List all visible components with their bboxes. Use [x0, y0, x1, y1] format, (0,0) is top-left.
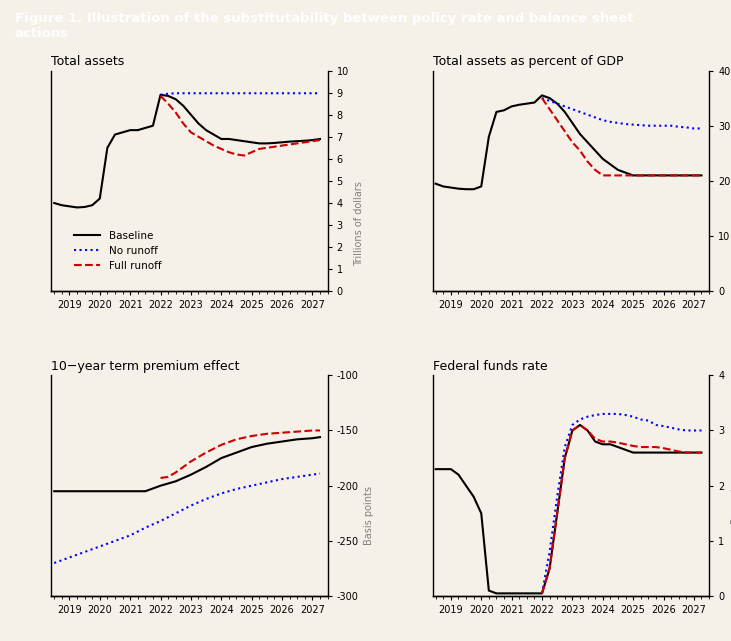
Text: Total assets: Total assets — [51, 55, 124, 68]
Text: Federal funds rate: Federal funds rate — [433, 360, 548, 372]
Text: Figure 1. Illustration of the substitutability between policy rate and balance s: Figure 1. Illustration of the substituta… — [15, 12, 633, 40]
Text: Total assets as percent of GDP: Total assets as percent of GDP — [433, 55, 623, 68]
Legend: Baseline, No runoff, Full runoff: Baseline, No runoff, Full runoff — [70, 226, 165, 275]
Y-axis label: Basis points: Basis points — [364, 486, 374, 545]
Y-axis label: Trillions of dollars: Trillions of dollars — [355, 181, 365, 266]
Text: 10−year term premium effect: 10−year term premium effect — [51, 360, 240, 372]
Y-axis label: Percent: Percent — [730, 486, 731, 522]
